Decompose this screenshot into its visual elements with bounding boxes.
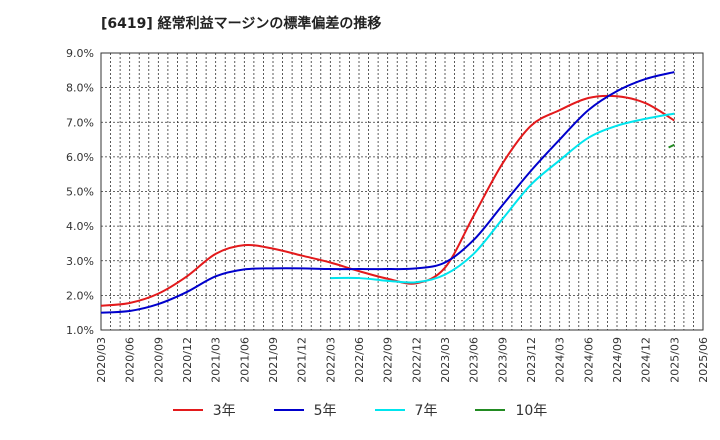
x-tick-label: 2021/09 [267, 337, 280, 383]
y-tick-label: 6.0% [66, 151, 94, 164]
y-tick-label: 8.0% [66, 82, 94, 95]
legend-label: 7年 [414, 403, 438, 419]
x-tick-label: 2024/09 [611, 337, 624, 383]
legend-item: 5年 [273, 400, 337, 420]
y-tick-label: 5.0% [66, 186, 94, 199]
x-tick-label: 2023/09 [496, 337, 509, 383]
y-tick-label: 9.0% [66, 47, 94, 60]
series-line-5年 [100, 71, 675, 314]
legend-item: 10年 [475, 400, 547, 420]
x-tick-label: 2020/09 [152, 337, 165, 383]
x-tick-label: 2024/12 [640, 337, 653, 383]
x-tick-label: 2023/03 [439, 337, 452, 383]
legend-label: 5年 [313, 403, 337, 419]
series-line-3年 [100, 94, 675, 307]
chart-title: [6419] 経常利益マージンの標準偏差の推移 [101, 16, 382, 32]
x-tick-label: 2020/03 [95, 337, 108, 383]
y-tick-label: 1.0% [66, 324, 94, 337]
x-tick-label: 2022/06 [353, 337, 366, 383]
series-line-10年 [668, 143, 675, 149]
legend-item: 7年 [374, 400, 438, 420]
y-tick-label: 3.0% [66, 255, 94, 268]
legend: 3年 5年 7年 10年 [0, 400, 720, 420]
x-tick-label: 2020/06 [124, 337, 137, 383]
x-tick-label: 2021/03 [210, 337, 223, 383]
x-tick-label: 2021/12 [296, 337, 309, 383]
y-tick-label: 4.0% [66, 220, 94, 233]
x-tick-label: 2024/06 [582, 337, 595, 383]
legend-label: 3年 [212, 403, 236, 419]
series-line-7年 [330, 112, 675, 284]
legend-item: 3年 [172, 400, 236, 420]
x-tick-label: 2025/06 [697, 337, 710, 383]
x-tick-label: 2022/12 [410, 337, 423, 383]
x-tick-label: 2023/06 [468, 337, 481, 383]
legend-swatch [273, 409, 304, 411]
x-tick-label: 2022/03 [324, 337, 337, 383]
x-tick-label: 2023/12 [525, 337, 538, 383]
y-tick-label: 7.0% [66, 116, 94, 129]
legend-swatch [172, 409, 203, 411]
x-tick-label: 2025/03 [668, 337, 681, 383]
y-tick-label: 2.0% [66, 289, 94, 302]
legend-swatch [475, 409, 506, 411]
legend-swatch [374, 409, 405, 411]
x-tick-label: 2022/09 [382, 337, 395, 383]
x-tick-label: 2021/06 [238, 337, 251, 383]
legend-label: 10年 [515, 403, 548, 419]
x-tick-label: 2024/03 [554, 337, 567, 383]
x-tick-label: 2020/12 [181, 337, 194, 383]
